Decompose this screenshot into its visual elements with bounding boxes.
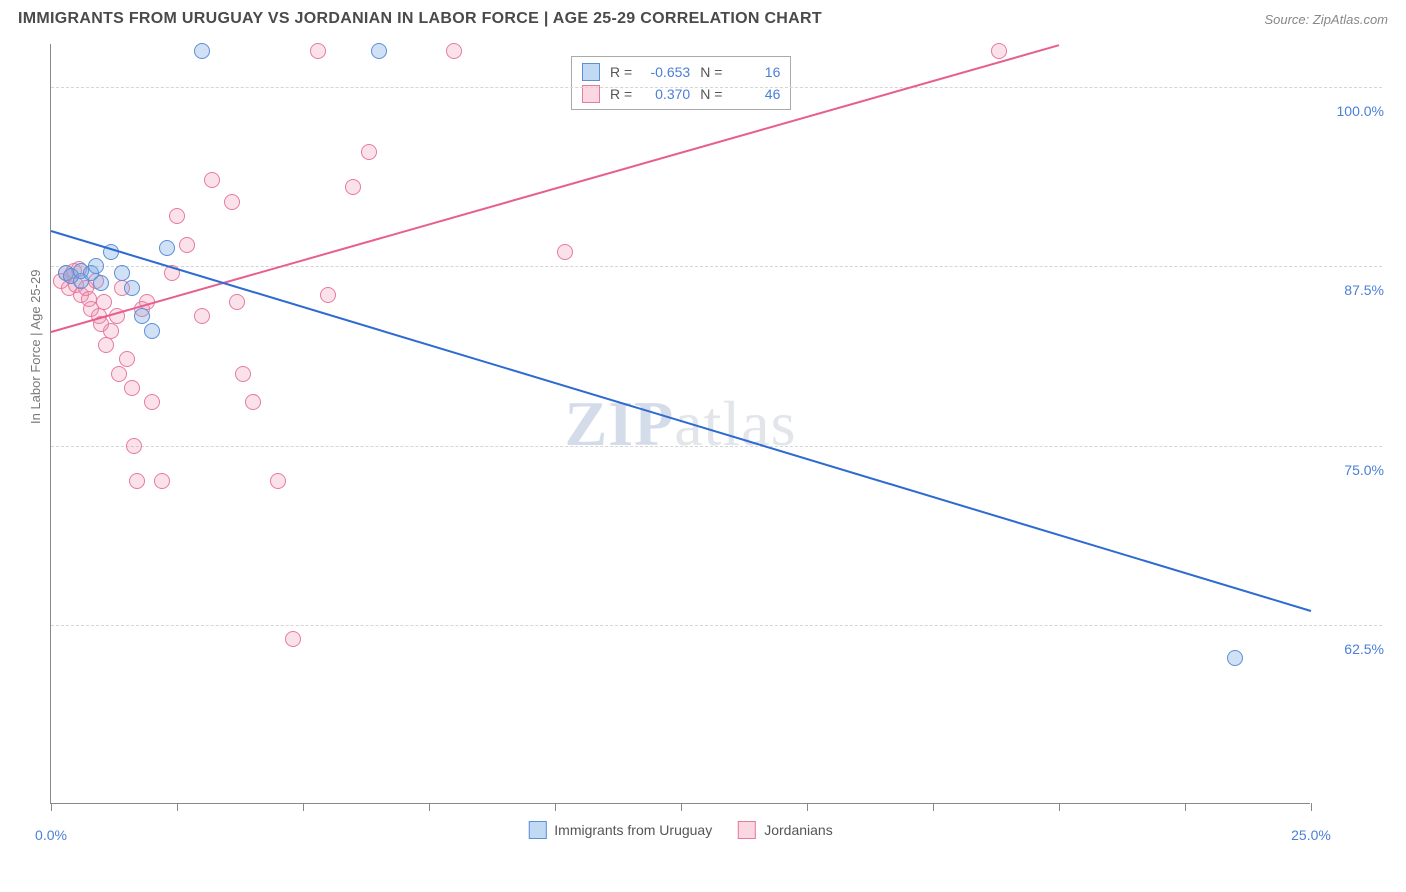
r-label: R = bbox=[610, 64, 632, 80]
n-value: 46 bbox=[730, 86, 780, 102]
data-point-jordanians bbox=[204, 172, 220, 188]
x-tick bbox=[555, 803, 556, 811]
data-point-jordanians bbox=[345, 179, 361, 195]
chart-title: IMMIGRANTS FROM URUGUAY VS JORDANIAN IN … bbox=[18, 10, 822, 28]
data-point-jordanians bbox=[111, 366, 127, 382]
x-tick-label: 25.0% bbox=[1291, 827, 1331, 843]
data-point-uruguay bbox=[88, 258, 104, 274]
data-point-uruguay bbox=[371, 43, 387, 59]
data-point-jordanians bbox=[229, 294, 245, 310]
y-tick-label: 100.0% bbox=[1337, 103, 1384, 119]
x-tick bbox=[303, 803, 304, 811]
source-attribution: Source: ZipAtlas.com bbox=[1264, 12, 1388, 27]
data-point-jordanians bbox=[96, 294, 112, 310]
data-point-uruguay bbox=[159, 240, 175, 256]
series-label: Jordanians bbox=[764, 822, 833, 838]
legend-item-jordanians: Jordanians bbox=[738, 821, 833, 839]
x-tick bbox=[1311, 803, 1312, 811]
gridline bbox=[51, 87, 1382, 88]
data-point-jordanians bbox=[194, 308, 210, 324]
data-point-uruguay bbox=[194, 43, 210, 59]
y-tick-label: 87.5% bbox=[1344, 282, 1384, 298]
data-point-jordanians bbox=[270, 473, 286, 489]
x-tick-label: 0.0% bbox=[35, 827, 67, 843]
regression-line-uruguay bbox=[51, 230, 1312, 612]
data-point-jordanians bbox=[224, 194, 240, 210]
data-point-jordanians bbox=[154, 473, 170, 489]
series-legend: Immigrants from Uruguay Jordanians bbox=[528, 821, 832, 839]
data-point-uruguay bbox=[134, 308, 150, 324]
n-label: N = bbox=[700, 64, 722, 80]
gridline bbox=[51, 625, 1382, 626]
data-point-jordanians bbox=[179, 237, 195, 253]
data-point-jordanians bbox=[310, 43, 326, 59]
data-point-jordanians bbox=[235, 366, 251, 382]
data-point-jordanians bbox=[320, 287, 336, 303]
n-label: N = bbox=[700, 86, 722, 102]
y-tick-label: 62.5% bbox=[1344, 641, 1384, 657]
n-value: 16 bbox=[730, 64, 780, 80]
data-point-jordanians bbox=[557, 244, 573, 260]
data-point-jordanians bbox=[126, 438, 142, 454]
data-point-jordanians bbox=[285, 631, 301, 647]
series-label: Immigrants from Uruguay bbox=[554, 822, 712, 838]
x-tick bbox=[1059, 803, 1060, 811]
correlation-legend: R = -0.653 N = 16 R = 0.370 N = 46 bbox=[571, 56, 791, 110]
data-point-jordanians bbox=[129, 473, 145, 489]
gridline bbox=[51, 266, 1382, 267]
x-tick bbox=[933, 803, 934, 811]
data-point-jordanians bbox=[144, 394, 160, 410]
legend-row-uruguay: R = -0.653 N = 16 bbox=[582, 61, 780, 83]
x-tick bbox=[177, 803, 178, 811]
y-tick-label: 75.0% bbox=[1344, 462, 1384, 478]
data-point-jordanians bbox=[124, 380, 140, 396]
x-tick bbox=[807, 803, 808, 811]
swatch-uruguay-icon bbox=[582, 63, 600, 81]
y-axis-title: In Labor Force | Age 25-29 bbox=[28, 270, 43, 424]
x-tick bbox=[51, 803, 52, 811]
x-tick bbox=[681, 803, 682, 811]
data-point-jordanians bbox=[991, 43, 1007, 59]
data-point-jordanians bbox=[119, 351, 135, 367]
data-point-jordanians bbox=[103, 323, 119, 339]
data-point-jordanians bbox=[446, 43, 462, 59]
data-point-jordanians bbox=[361, 144, 377, 160]
swatch-jordanians-icon bbox=[738, 821, 756, 839]
data-point-uruguay bbox=[114, 265, 130, 281]
x-tick bbox=[429, 803, 430, 811]
r-label: R = bbox=[610, 86, 632, 102]
x-tick bbox=[1185, 803, 1186, 811]
data-point-jordanians bbox=[245, 394, 261, 410]
data-point-jordanians bbox=[169, 208, 185, 224]
r-value: -0.653 bbox=[640, 64, 690, 80]
gridline bbox=[51, 446, 1382, 447]
data-point-uruguay bbox=[1227, 650, 1243, 666]
data-point-uruguay bbox=[124, 280, 140, 296]
data-point-uruguay bbox=[93, 275, 109, 291]
legend-item-uruguay: Immigrants from Uruguay bbox=[528, 821, 712, 839]
plot-area: ZIPatlas R = -0.653 N = 16 R = 0.370 N =… bbox=[50, 44, 1310, 804]
swatch-uruguay-icon bbox=[528, 821, 546, 839]
r-value: 0.370 bbox=[640, 86, 690, 102]
data-point-uruguay bbox=[144, 323, 160, 339]
chart-container: In Labor Force | Age 25-29 ZIPatlas R = … bbox=[42, 44, 1392, 814]
data-point-jordanians bbox=[98, 337, 114, 353]
